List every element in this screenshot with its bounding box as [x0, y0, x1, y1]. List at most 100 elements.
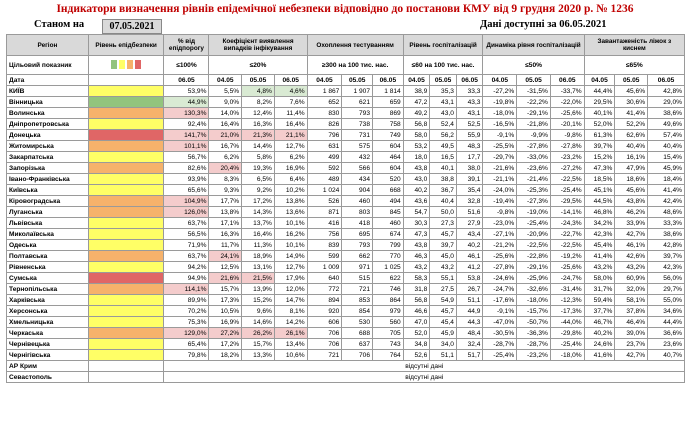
detect-coef-value: 16,4%: [273, 118, 308, 130]
testing-value: 695: [341, 228, 374, 240]
hosp-level-value: 45,0: [429, 250, 457, 262]
level-indicator: [87, 294, 165, 306]
pct-threshold-value: 126,0%: [163, 206, 210, 218]
detect-coef-value: 12,0%: [273, 283, 308, 295]
hosp-level-value: 43,2: [402, 261, 431, 273]
table-row: Харківська 89,9% 17,3% 15,2% 14,7% 894 853 864 5…: [6, 294, 685, 306]
testing-value: 721: [306, 349, 343, 361]
hosp-dynamics-value: -25,6%: [549, 107, 585, 119]
hosp-dynamics-value: -21,1%: [482, 173, 518, 185]
hosp-level-value: 48,3: [455, 140, 484, 152]
hosp-level-value: 58,0: [402, 129, 431, 141]
hosp-level-value: 26,7: [455, 283, 484, 295]
table-row: Дніпропетровська 92,4% 16,4% 16,3% 16,4% 826 7…: [6, 118, 685, 130]
detect-coef-value: 21,0%: [208, 129, 243, 141]
target-bed-load: ≤65%: [583, 55, 686, 75]
hosp-level-value: 44,9: [455, 305, 484, 317]
testing-value: 432: [341, 151, 374, 163]
level-indicator: [87, 85, 165, 97]
hosp-level-value: 56,2: [429, 129, 457, 141]
detect-coef-value: 12,5%: [208, 261, 243, 273]
detect-coef-value: 21,6%: [208, 272, 243, 284]
testing-value: 894: [306, 294, 343, 306]
bed-load-value: 45,4%: [583, 239, 616, 251]
region-name: Івано-Франківська: [6, 173, 89, 185]
table-row: Хмельницька 75,3% 16,9% 14,6% 14,2% 606 530 560…: [6, 316, 685, 328]
detect-coef-value: 12,7%: [273, 261, 308, 273]
date-row: Дата 06.05 04.05 05.05 06.05 04.05 05.05 06.0…: [6, 74, 685, 86]
hosp-level-value: 40,4: [429, 195, 457, 207]
detect-coef-value: 18,9%: [241, 250, 275, 262]
hosp-level-value: 43,8: [402, 239, 431, 251]
pct-threshold-value: 63,7%: [163, 217, 210, 229]
hosp-dynamics-value: -9,1%: [482, 305, 518, 317]
table-row: Полтавська 63,7% 24,1% 18,9% 14,9% 599 662 770 4…: [6, 250, 685, 262]
detect-coef-value: 16,3%: [241, 118, 275, 130]
detect-coef-value: 16,7%: [208, 140, 243, 152]
detect-coef-value: 13,7%: [241, 217, 275, 229]
detect-coef-value: 14,7%: [273, 294, 308, 306]
testing-value: 731: [341, 129, 374, 141]
testing-value: 515: [341, 272, 374, 284]
hosp-dynamics-value: -36,3%: [516, 327, 551, 339]
date-cell: 04.05: [402, 74, 431, 86]
bed-load-value: 61,3%: [583, 129, 616, 141]
hosp-level-value: 40,1: [429, 162, 457, 174]
detect-coef-value: 27,2%: [208, 327, 243, 339]
hosp-level-value: 50,0: [429, 206, 457, 218]
detect-coef-value: 16,4%: [241, 228, 275, 240]
bed-load-value: 42,6%: [614, 250, 649, 262]
target-detect-coef: ≤20%: [208, 55, 308, 75]
detect-coef-value: 4,8%: [241, 85, 275, 97]
hosp-dynamics-value: -17,3%: [549, 305, 585, 317]
hosp-dynamics-value: -22,5%: [549, 173, 585, 185]
hosp-dynamics-value: -19,0%: [516, 206, 551, 218]
date-cell: 04.05: [306, 74, 343, 86]
region-name: Херсонська: [6, 305, 89, 317]
bed-load-value: 44,5%: [583, 195, 616, 207]
hosp-level-value: 40,2: [455, 239, 484, 251]
testing-value: 746: [372, 283, 404, 295]
hosp-level-value: 35,4: [455, 184, 484, 196]
target-hosp-level: ≤60 на 100 тис. нас.: [402, 55, 484, 75]
detect-coef-value: 8,3%: [208, 173, 243, 185]
testing-value: 604: [372, 140, 404, 152]
hosp-dynamics-value: -23,2%: [549, 151, 585, 163]
testing-value: 826: [306, 118, 343, 130]
table-row: Волинська 130,3% 14,0% 12,4% 11,4% 830 793 869 4…: [6, 107, 685, 119]
bed-load-value: 42,8%: [647, 85, 685, 97]
pct-threshold-value: 79,8%: [163, 349, 210, 361]
bed-load-value: 45,9%: [647, 162, 685, 174]
detect-coef-value: 6,4%: [273, 173, 308, 185]
bed-load-value: 30,6%: [614, 96, 649, 108]
testing-value: 854: [341, 305, 374, 317]
hosp-dynamics-value: -27,3%: [516, 195, 551, 207]
level-indicator: [87, 360, 165, 372]
hosp-dynamics-value: -14,1%: [549, 206, 585, 218]
date-cell: 04.05: [583, 74, 616, 86]
pct-threshold-value: 63,7%: [163, 250, 210, 262]
hosp-level-value: 47,0: [402, 316, 431, 328]
bed-load-value: 46,4%: [614, 316, 649, 328]
detect-coef-value: 11,3%: [241, 239, 275, 251]
bed-load-value: 42,7%: [614, 228, 649, 240]
col-header-region: Регіон: [6, 34, 89, 56]
hosp-dynamics-value: -16,5%: [482, 118, 518, 130]
hosp-dynamics-value: -22,5%: [516, 239, 551, 251]
testing-value: 864: [372, 294, 404, 306]
table-row: Рівненська 94,2% 12,5% 13,1% 12,7% 1 009 971 1 …: [6, 261, 685, 273]
level-indicator: [87, 151, 165, 163]
hosp-dynamics-value: -47,0%: [482, 316, 518, 328]
detect-coef-value: 8,1%: [273, 305, 308, 317]
testing-value: 434: [341, 173, 374, 185]
detect-coef-value: 17,2%: [208, 338, 243, 350]
hosp-dynamics-value: -32,6%: [516, 283, 551, 295]
hosp-level-value: 47,3: [402, 228, 431, 240]
hosp-dynamics-value: -25,4%: [549, 338, 585, 350]
level-indicator: [87, 316, 165, 328]
region-name: Закарпатська: [6, 151, 89, 163]
hosp-level-value: 39,7: [429, 239, 457, 251]
col-header-detect-coef: Коефіцієнт виявлення випадків інфікуванн…: [208, 34, 308, 56]
bed-load-value: 46,2%: [614, 206, 649, 218]
hosp-dynamics-value: -50,7%: [516, 316, 551, 328]
